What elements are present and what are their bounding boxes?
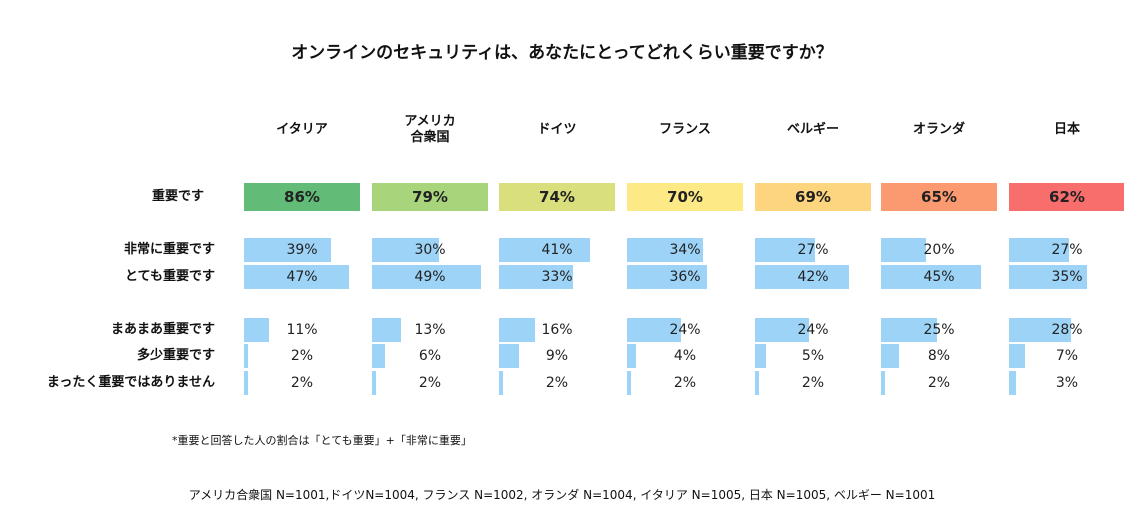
value-label: 30% [414,242,446,258]
row-label: 非常に重要です [123,242,215,257]
value-bar [499,318,535,342]
value-bar [372,371,377,395]
value-label: 16% [541,322,573,338]
value-bar [755,318,809,342]
value-bar [881,371,886,395]
row-label: とても重要です [125,269,215,284]
value-bar [1009,265,1088,289]
chart-title: オンラインのセキュリティは、あなたにとってどれくらい重要ですか？ [291,43,833,63]
value-label: 34% [669,242,701,258]
value-label: 2% [290,375,314,391]
value-bar [372,318,401,342]
value-bar [1009,238,1070,262]
value-bar [1009,371,1016,395]
value-bar [755,238,816,262]
value-bar [627,238,703,262]
row-label: 多少重要です [136,348,215,363]
value-label: 2% [418,375,442,391]
value-bar [881,318,937,342]
column-header: ドイツ [537,122,577,137]
value-label: 27% [797,242,829,258]
value-bar [244,344,249,368]
value-label: 47% [286,269,318,285]
row-label: まったく重要ではありません [46,375,215,390]
headline-box: 62% [1009,183,1124,211]
headline-box: 65% [881,183,997,211]
column-header: イタリア [276,122,328,137]
value-bar [881,238,926,262]
row-label: まあまあ重要です [110,322,215,337]
value-label: 35% [1051,269,1083,285]
column-header: 日本 [1053,122,1080,137]
headline-box: 86% [244,183,360,211]
value-bar [755,371,760,395]
headline-box: 74% [499,183,615,211]
value-bar [755,265,849,289]
value-label: 9% [545,348,569,364]
row-label: 重要です [151,189,204,204]
value-label: 4% [673,348,697,364]
value-label: 11% [286,322,318,338]
value-bar [244,318,269,342]
chart-note: *重要と回答した人の割合は「とても重要」+「非常に重要」 [172,434,472,447]
value-label: 41% [541,242,573,258]
value-label: 3% [1055,375,1079,391]
value-bar [881,265,982,289]
value-label: 2% [927,375,951,391]
value-bar [627,371,632,395]
value-label: 24% [669,322,701,338]
value-label: 49% [414,269,446,285]
value-bar [499,238,591,262]
value-bar [372,265,482,289]
value-label: 2% [290,348,314,364]
value-bar [372,344,386,368]
value-bar [499,371,504,395]
value-bar [627,318,681,342]
value-bar [1009,344,1025,368]
value-label: 2% [673,375,697,391]
headline-box: 69% [755,183,871,211]
value-label: 2% [801,375,825,391]
value-bar [627,265,708,289]
column-header: フランス [659,122,711,137]
value-label: 33% [541,269,573,285]
value-bar [881,344,899,368]
value-bar [372,238,439,262]
value-label: 42% [797,269,829,285]
value-label: 28% [1051,322,1083,338]
column-header: アメリカ 合衆国 [404,114,456,145]
chart-footer: アメリカ合衆国 N=1001,ドイツN=1004, フランス N=1002, オ… [188,488,936,502]
value-bar [627,344,636,368]
value-label: 2% [545,375,569,391]
value-label: 39% [286,242,318,258]
value-bar [244,238,331,262]
value-bar [1009,318,1072,342]
value-label: 5% [801,348,825,364]
headline-box: 70% [627,183,743,211]
value-label: 27% [1051,242,1083,258]
value-bar [499,344,520,368]
value-label: 45% [923,269,955,285]
value-bar [755,344,767,368]
value-bar [244,371,249,395]
column-header: オランダ [912,122,965,137]
value-bar [244,265,349,289]
headline-box: 79% [372,183,488,211]
value-label: 20% [923,242,955,258]
column-header: ベルギー [786,122,839,137]
value-bar [499,265,573,289]
value-label: 25% [923,322,955,338]
value-label: 8% [927,348,951,364]
value-label: 7% [1055,348,1079,364]
value-label: 13% [414,322,446,338]
value-label: 24% [797,322,829,338]
value-label: 6% [418,348,442,364]
value-label: 36% [669,269,701,285]
